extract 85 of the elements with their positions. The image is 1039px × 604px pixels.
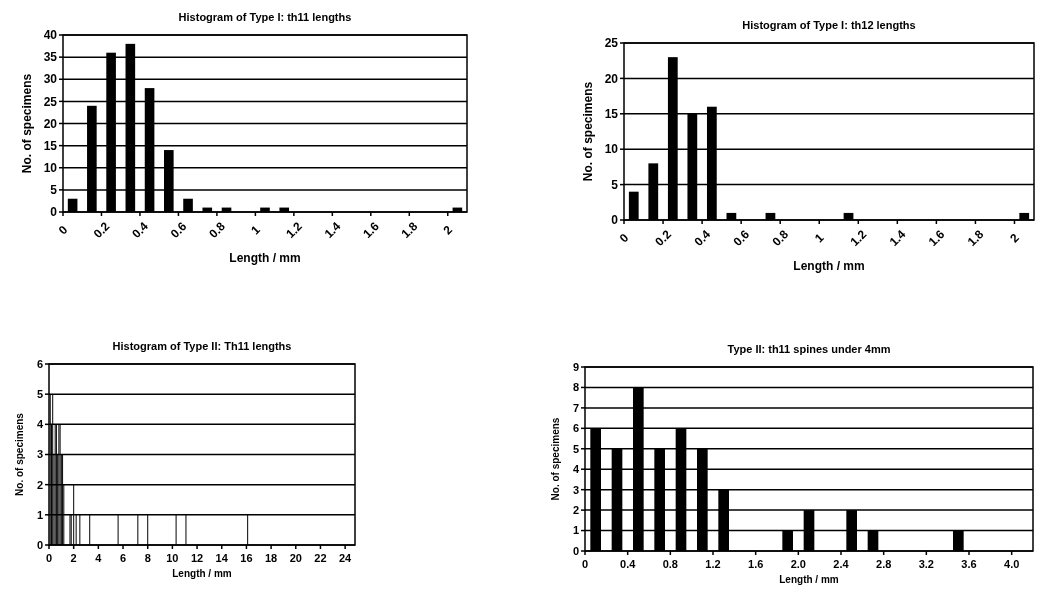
y-tick-label: 3 [572, 483, 579, 496]
x-tick-label: 1.6 [360, 219, 383, 241]
x-tick-label: 1.8 [398, 219, 421, 241]
x-tick-label: 0.4 [691, 227, 714, 249]
x-tick-label: 20 [289, 552, 302, 564]
chart-title: Histogram of Type II: Th11 lengths [112, 340, 292, 352]
x-tick-label: 0.6 [167, 219, 190, 241]
x-tick-label: 1 [812, 230, 827, 246]
x-tick-label: 1.2 [283, 219, 306, 241]
y-tick-label: 0 [50, 205, 58, 220]
x-tick-label: 14 [215, 552, 229, 564]
x-tick-label: 12 [190, 552, 204, 564]
x-axis-title: Length / mm [172, 568, 232, 579]
x-tick-label: 2.8 [876, 558, 892, 570]
y-tick-label: 5 [572, 442, 579, 455]
y-tick-label: 2 [572, 503, 579, 516]
x-tick-label: 1.4 [886, 227, 909, 249]
x-tick-label: 1.4 [321, 219, 344, 241]
x-tick-label: 3.2 [918, 558, 934, 570]
y-tick-label: 35 [43, 50, 58, 65]
x-axis-title: Length / mm [779, 574, 839, 585]
y-tick-label: 7 [572, 401, 579, 414]
y-tick-label: 30 [43, 72, 58, 87]
y-tick-label: 9 [572, 360, 579, 373]
y-tick-label: 20 [43, 116, 58, 131]
y-tick-label: 10 [43, 160, 58, 175]
x-tick-label: 1.8 [964, 227, 987, 249]
x-tick-label: 2 [440, 222, 456, 238]
y-tick-label: 6 [36, 357, 43, 370]
y-tick-label: 5 [611, 177, 619, 192]
x-tick-label: 16 [240, 552, 253, 564]
y-tick-label: 10 [604, 142, 619, 157]
y-tick-label: 4 [572, 463, 580, 476]
y-tick-label: 25 [43, 94, 58, 109]
x-tick-label: 0.4 [620, 558, 637, 570]
y-tick-label: 8 [572, 381, 579, 394]
x-tick-label: 4 [95, 552, 103, 564]
x-tick-label: 1.2 [705, 558, 721, 570]
y-tick-label: 2 [36, 478, 43, 491]
y-tick-label: 20 [604, 71, 619, 86]
x-tick-label: 3.6 [961, 558, 977, 570]
x-tick-label: 6 [119, 552, 127, 564]
x-tick-label: 2.4 [833, 558, 850, 570]
y-axis-title: No. of specimens [550, 417, 561, 501]
x-tick-label: 10 [166, 552, 179, 564]
y-tick-label: 0 [36, 538, 43, 551]
x-tick-label: 1.6 [748, 558, 764, 570]
x-tick-label: 8 [144, 552, 151, 564]
x-tick-label: 0.6 [730, 227, 753, 249]
x-tick-label: 2 [70, 552, 77, 564]
y-tick-label: 6 [572, 422, 579, 435]
y-axis-title: No. of specimens [581, 81, 595, 182]
chart-title: Type II: th11 spines under 4mm [727, 343, 891, 355]
y-tick-label: 40 [43, 28, 58, 43]
x-tick-label: 0.8 [769, 227, 792, 249]
y-tick-label: 1 [36, 508, 43, 521]
x-tick-label: 1.2 [847, 227, 870, 249]
y-tick-label: 15 [604, 107, 619, 121]
y-tick-label: 5 [36, 388, 43, 401]
x-tick-label: 18 [264, 552, 278, 564]
y-tick-label: 25 [604, 36, 619, 51]
x-tick-label: 0.4 [129, 219, 152, 241]
x-axis-title: Length / mm [229, 251, 301, 265]
y-tick-label: 5 [50, 183, 58, 198]
chart-title: Histogram of Type I: th12 lengths [742, 19, 916, 31]
x-tick-label: 1 [248, 222, 264, 238]
x-tick-label: 0.8 [206, 219, 229, 241]
y-axis-title: No. of specimens [14, 412, 25, 496]
y-tick-label: 1 [572, 524, 579, 537]
y-tick-label: 15 [43, 138, 58, 153]
chart-title: Histogram of Type I: th11 lengths [178, 11, 352, 23]
x-tick-label: 22 [314, 552, 327, 564]
x-tick-label: 0.2 [652, 227, 675, 249]
y-tick-label: 4 [36, 418, 44, 431]
x-tick-label: 2.0 [790, 558, 806, 570]
x-tick-label: 4.0 [1004, 558, 1020, 570]
x-tick-label: 0.8 [662, 558, 678, 570]
x-tick-label: 0 [581, 558, 589, 570]
x-tick-label: 2 [1007, 230, 1023, 246]
y-axis-title: No. of specimens [20, 73, 34, 174]
x-axis-title: Length / mm [793, 259, 865, 273]
x-tick-label: 0.2 [90, 219, 113, 241]
y-tick-label: 3 [36, 448, 43, 461]
x-tick-label: 24 [339, 552, 353, 564]
x-tick-label: 1.6 [925, 227, 948, 249]
